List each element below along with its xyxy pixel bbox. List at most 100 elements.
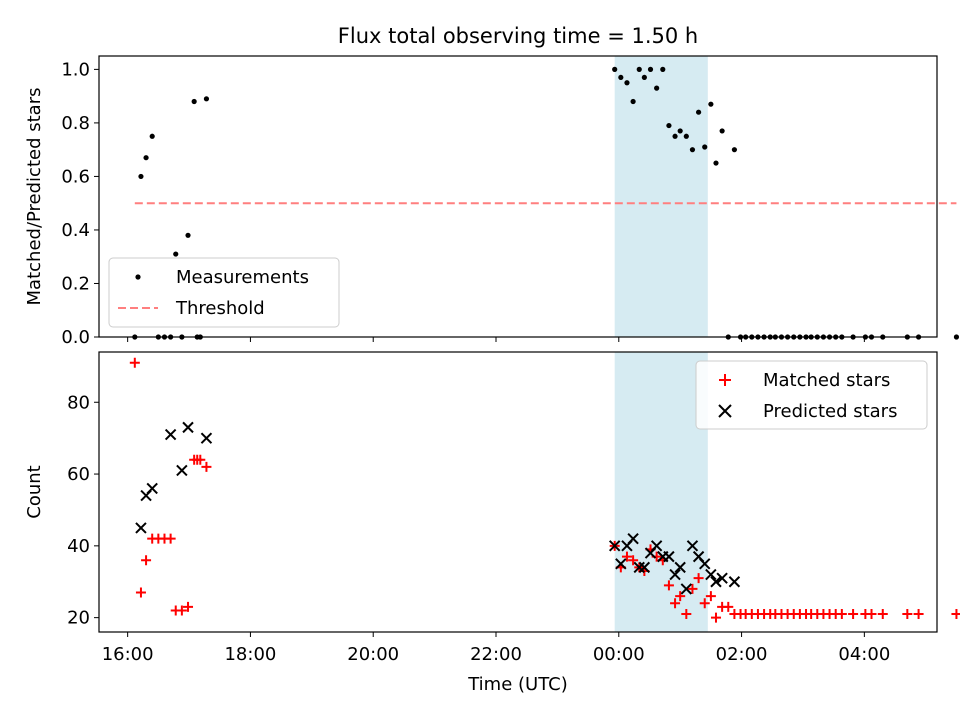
data-point	[141, 555, 152, 566]
data-point	[728, 576, 741, 588]
data-point	[866, 609, 877, 620]
data-point	[669, 568, 681, 581]
data-point	[195, 454, 206, 465]
data-point	[135, 587, 146, 598]
x-axis-label: Time (UTC)	[467, 674, 568, 695]
data-point	[176, 605, 187, 616]
y-tick-label: 0.4	[61, 220, 90, 241]
data-point	[630, 98, 636, 105]
y-tick-label: 0.2	[61, 273, 90, 294]
data-point	[681, 609, 692, 620]
y-axis-label: Count	[24, 465, 45, 518]
legend-label: Matched stars	[763, 370, 890, 391]
data-point	[636, 66, 642, 72]
data-point	[200, 432, 213, 444]
data-point	[953, 334, 960, 340]
y-tick-label: 40	[67, 536, 90, 557]
shaded-interval	[614, 56, 708, 337]
data-point	[176, 464, 188, 477]
data-point	[146, 482, 158, 495]
data-point	[201, 461, 212, 472]
data-point	[191, 98, 197, 105]
y-tick-label: 0.8	[61, 113, 90, 134]
data-point	[182, 421, 194, 434]
data-point	[877, 609, 888, 620]
data-point	[149, 133, 155, 139]
data-point	[663, 580, 674, 591]
data-point	[710, 612, 721, 623]
data-point	[618, 74, 624, 81]
data-point	[708, 101, 714, 107]
y-axis-label: Matched/Predicted stars	[24, 88, 45, 306]
data-point	[687, 583, 698, 594]
series-predicted-stars	[135, 421, 741, 595]
legend: Matched stars Predicted stars	[695, 360, 928, 430]
data-point	[695, 109, 702, 115]
data-point	[203, 96, 210, 102]
data-point	[185, 232, 191, 238]
data-point	[670, 598, 681, 609]
data-point	[836, 609, 847, 620]
bottom-panel: 20 40 60 80 16:00 18:00 20:00 22:00 00:00 02:00 04…	[24, 351, 960, 695]
legend-label: Predicted stars	[763, 401, 897, 422]
data-point	[693, 573, 704, 584]
data-point	[902, 609, 913, 620]
data-point	[713, 160, 719, 166]
data-point	[624, 80, 630, 86]
data-point	[621, 551, 632, 562]
data-point	[702, 144, 708, 150]
data-point	[143, 155, 149, 161]
data-point	[848, 609, 859, 620]
data-point	[731, 147, 738, 153]
data-point	[129, 357, 140, 368]
x-tick-label: 00:00	[593, 644, 645, 665]
data-point	[654, 85, 660, 91]
x-tick-label: 18:00	[224, 644, 276, 665]
y-tick-label: 60	[67, 464, 90, 485]
legend-label: Threshold	[175, 298, 265, 319]
legend-marker	[135, 274, 141, 280]
data-point	[173, 251, 179, 257]
x-tick-label: 20:00	[347, 644, 399, 665]
data-point	[164, 428, 177, 441]
data-point	[650, 540, 663, 552]
data-point	[638, 561, 651, 574]
data-point	[135, 522, 147, 534]
x-tick-label: 04:00	[838, 644, 890, 665]
x-tick-label: 22:00	[470, 644, 522, 665]
data-point	[666, 122, 672, 129]
data-point	[683, 133, 689, 139]
chart-title: Flux total observing time = 1.50 h	[338, 24, 698, 48]
data-point	[183, 601, 194, 612]
data-point	[633, 561, 645, 574]
data-point	[675, 591, 686, 602]
legend-marker	[718, 404, 732, 418]
legend-box	[108, 257, 340, 328]
y-tick-label: 1.0	[61, 59, 90, 80]
data-point	[138, 173, 144, 180]
data-point	[674, 561, 686, 574]
data-point	[699, 558, 711, 570]
axes-frame	[98, 55, 938, 338]
legend: Measurements Threshold	[108, 257, 340, 328]
data-point	[641, 74, 647, 81]
axes-frame	[98, 351, 938, 633]
y-tick-label: 80	[67, 392, 90, 413]
data-point	[716, 572, 728, 584]
data-point	[677, 128, 683, 134]
y-tick-label: 0.0	[61, 327, 90, 348]
data-point	[672, 133, 678, 139]
data-point	[165, 533, 176, 544]
data-point	[913, 609, 924, 620]
data-point	[705, 591, 716, 602]
data-point	[612, 66, 618, 72]
top-panel: 0.0 0.2 0.4 0.6 0.8 1.0 Flux total observing t…	[24, 24, 960, 348]
legend-marker	[719, 374, 731, 386]
data-point	[723, 601, 734, 612]
data-point	[686, 540, 699, 552]
data-point	[699, 598, 710, 609]
x-tick-label: 02:00	[716, 644, 768, 665]
data-point	[647, 66, 654, 72]
data-point	[689, 147, 696, 153]
